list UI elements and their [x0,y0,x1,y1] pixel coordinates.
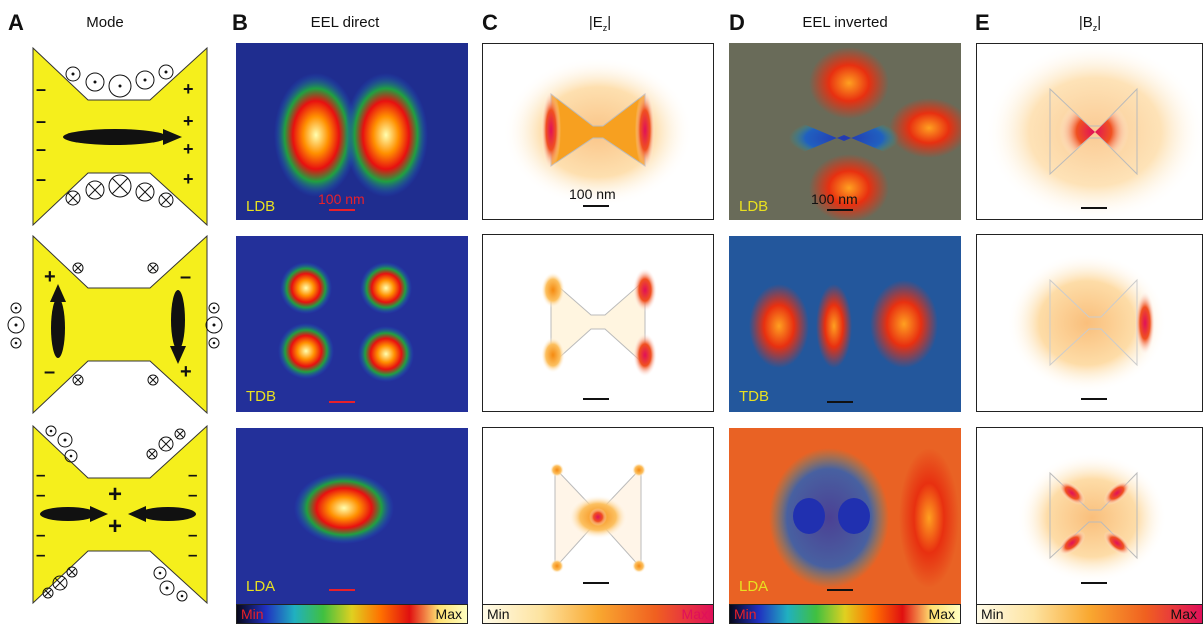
mode-tag: TDB [739,388,769,405]
panel-title-mode: Mode [86,14,124,31]
colorbar-min: Min [734,606,757,622]
scalebar [329,401,355,403]
panel-letter-a: A [8,10,24,35]
mode-tag: LDB [246,198,276,215]
svg-text:+: + [108,513,122,540]
scalebar [583,582,609,584]
colorbar-direct: Min Max [236,604,468,624]
colorbar-min: Min [241,606,264,622]
svg-text:–: – [36,169,46,189]
svg-text:–: – [36,79,46,99]
bz-ldb [976,43,1203,220]
panel-letter-c: C [482,10,498,35]
scalebar [329,589,355,591]
svg-text:–: – [36,545,45,564]
scalebar [329,209,355,211]
mode-tag: LDB [739,198,769,215]
svg-text:–: – [36,111,46,131]
svg-text:+: + [44,266,56,288]
bz-lda [976,427,1203,605]
svg-text:–: – [188,485,197,504]
svg-text:+: + [180,361,192,383]
mode-diagrams: –––– ++++ +––+ [7,46,223,605]
colorbar-inverted: Min Max [729,604,961,624]
eel-inverted-tdb: TDB [729,236,961,412]
svg-text:–: – [188,545,197,564]
lda-mode-diagram: ++ –––– –––– [32,424,208,605]
panel-letter-d: D [729,10,745,35]
scalebar [583,205,609,207]
mode-tag: TDB [246,388,276,405]
svg-text:–: – [188,465,197,484]
panel-title-eel-inverted: EEL inverted [802,14,888,31]
svg-text:–: – [180,266,191,288]
colorbar-ez: Min Max [482,604,714,624]
colorbar-max: Max [435,606,462,622]
svg-text:–: – [36,485,45,504]
panel-letter-e: E [975,10,990,35]
svg-text:+: + [183,139,194,159]
svg-text:+: + [183,169,194,189]
panel-letter-b: B [232,10,248,35]
scalebar-label: 100 nm [569,186,616,202]
svg-text:+: + [183,79,194,99]
colorbar-max: Max [928,606,955,622]
eel-direct-lda: LDA [236,428,468,604]
ez-tdb [482,234,714,412]
ez-lda [482,427,714,605]
svg-text:–: – [44,361,55,383]
colorbar-max: Max [681,606,708,622]
ldb-mode-diagram: – – – – + + + + [32,46,208,227]
panel-title-bz: |Bz| [1078,14,1102,33]
svg-text:+: + [183,111,194,131]
scalebar-label: 100 nm [318,191,365,207]
ez-ldb: 100 nm [482,43,714,220]
eel-direct-ldb: LDB 100 nm [236,43,468,220]
colorbar-max: Max [1170,606,1197,622]
svg-text:+: + [108,481,122,508]
svg-text:–: – [36,465,45,484]
tdb-mode-diagram: + – – + [7,234,223,415]
svg-text:–: – [36,139,46,159]
scalebar [827,589,853,591]
scalebar [583,398,609,400]
scalebar [827,401,853,403]
colorbar-min: Min [981,606,1004,622]
panel-title-ez: |Ez| [588,14,612,33]
scalebar [1081,207,1107,209]
scalebar-label: 100 nm [811,191,858,207]
scalebar [1081,398,1107,400]
svg-text:–: – [36,525,45,544]
bz-tdb [976,234,1203,412]
scalebar [827,209,853,211]
mode-tag: LDA [739,578,769,595]
eel-direct-tdb: TDB [236,236,468,412]
mode-tag: LDA [246,578,276,595]
scalebar [1081,582,1107,584]
colorbar-min: Min [487,606,510,622]
eel-inverted-ldb: LDB 100 nm [729,43,961,220]
eel-inverted-lda: LDA [729,428,961,604]
svg-text:–: – [188,525,197,544]
panel-title-eel-direct: EEL direct [310,14,380,31]
colorbar-bz: Min Max [976,604,1203,624]
